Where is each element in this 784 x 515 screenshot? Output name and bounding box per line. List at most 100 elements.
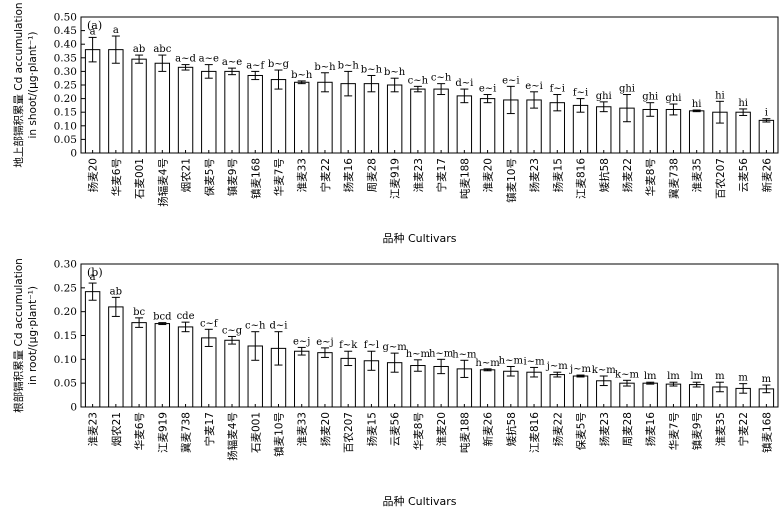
category-label: 扬麦22 (621, 158, 634, 192)
significance-label: k~m (592, 365, 616, 376)
category-label: 扬麦20 (319, 412, 332, 446)
panel-label: (a) (87, 19, 102, 32)
significance-label: m (738, 373, 748, 384)
y-tick-label: 0.50 (54, 12, 77, 24)
y-axis-label: 地上部镉积累量 Cd accumulation (12, 2, 25, 167)
category-label: 百农207 (714, 158, 727, 199)
bar (479, 369, 496, 408)
significance-label: g~m (383, 342, 408, 353)
significance-label: a~e (222, 57, 242, 68)
category-label: 吨麦188 (458, 158, 471, 199)
category-label: 云麦56 (390, 412, 402, 447)
bar (247, 74, 263, 154)
bar (619, 382, 635, 408)
category-label: 保麦5号 (575, 412, 588, 450)
significance-label: c~h (408, 75, 429, 86)
significance-label: b~h (338, 60, 360, 71)
category-label: 江麦816 (529, 412, 541, 453)
category-label: 宁麦17 (435, 158, 448, 192)
bar (317, 81, 333, 154)
significance-label: e~i (525, 81, 543, 92)
category-label: 扬麦20 (87, 158, 100, 192)
category-label: 淮麦20 (483, 158, 495, 192)
significance-label: h~m (499, 355, 524, 366)
significance-label: b~h (361, 64, 383, 75)
category-label: 淮麦23 (88, 412, 100, 446)
y-tick-label: 0.25 (54, 80, 77, 92)
bar (154, 62, 171, 154)
y-tick-label: 0.10 (54, 120, 77, 132)
bar (108, 49, 124, 154)
bar (758, 119, 775, 154)
y-tick-label: 0.25 (54, 282, 77, 294)
significance-label: c~g (222, 325, 243, 336)
significance-label: i~m (524, 356, 546, 367)
category-label: 淮麦33 (297, 412, 309, 446)
x-axis-label: 品种 Cultivars (382, 231, 456, 245)
category-label: 华麦8号 (644, 158, 657, 196)
bar (363, 83, 380, 154)
bar (479, 98, 496, 154)
bar (131, 58, 147, 154)
significance-label: i (765, 108, 768, 119)
bar (665, 383, 682, 408)
bar (549, 374, 565, 408)
bar (456, 95, 473, 154)
significance-label: f~l (364, 340, 379, 351)
significance-label: a~d (175, 54, 196, 65)
significance-label: lm (667, 371, 680, 382)
significance-label: f~i (550, 84, 565, 95)
significance-label: h~m (406, 349, 431, 360)
y-tick-label: 0.20 (54, 306, 77, 318)
category-label: 宁麦22 (319, 158, 332, 192)
bar (596, 106, 612, 154)
category-label: 扬辐麦4号 (226, 412, 239, 461)
category-label: 镇麦168 (249, 158, 262, 199)
significance-label: bcd (153, 312, 172, 323)
bar (503, 370, 519, 408)
significance-label: h~m (452, 349, 477, 360)
category-label: 烟农21 (110, 412, 123, 446)
bar (154, 323, 171, 408)
bar (201, 70, 217, 154)
category-label: 扬辐麦4号 (156, 158, 169, 207)
y-tick-label: 0.45 (54, 25, 77, 37)
category-label: 华麦7号 (272, 158, 285, 196)
category-label: 淮麦35 (692, 158, 704, 192)
significance-label: j~m (569, 364, 591, 375)
x-axis-label: 品种 Cultivars (382, 494, 456, 508)
category-label: 保麦5号 (203, 158, 216, 196)
y-tick-label: 0.35 (54, 52, 77, 64)
category-label: 扬麦23 (528, 158, 541, 192)
y-tick-label: 0.40 (54, 39, 77, 51)
bar (270, 79, 287, 154)
significance-label: e~j (316, 337, 333, 348)
significance-label: m (715, 371, 725, 382)
category-label: 扬麦16 (342, 158, 355, 193)
bar (131, 322, 147, 408)
significance-label: e~i (502, 75, 520, 86)
category-label: 镇麦10号 (505, 158, 518, 203)
category-label: 江麦919 (390, 158, 402, 199)
category-label: 淮麦23 (413, 158, 425, 192)
bar (177, 66, 194, 154)
category-label: 镇麦168 (760, 412, 773, 453)
category-label: 烟农21 (180, 158, 193, 192)
category-label: 冀麦738 (180, 412, 193, 453)
category-label: 周麦28 (366, 158, 378, 192)
bar (642, 382, 658, 408)
significance-label: a~e (199, 54, 219, 65)
category-label: 华麦6号 (133, 412, 146, 450)
bar (201, 337, 217, 408)
category-label: 宁麦17 (203, 412, 216, 446)
significance-label: a~f (246, 60, 265, 71)
bar (294, 81, 310, 154)
y-tick-label: 0.15 (54, 107, 77, 119)
category-label: 扬麦16 (644, 412, 657, 447)
bar (688, 384, 705, 408)
category-label: 华麦7号 (667, 412, 680, 450)
significance-label: d~i (269, 321, 287, 332)
category-label: 淮麦20 (436, 412, 448, 446)
category-label: 云麦56 (738, 158, 750, 193)
